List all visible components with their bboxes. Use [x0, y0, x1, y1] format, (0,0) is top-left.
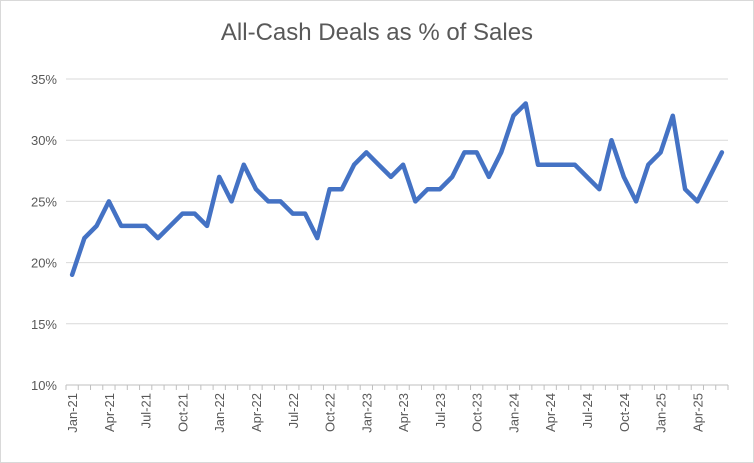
data-point: [242, 163, 246, 167]
x-tick-label: Jul-24: [580, 393, 595, 428]
data-point: [413, 199, 417, 203]
data-point: [230, 199, 234, 203]
data-point: [695, 199, 699, 203]
data-point: [291, 212, 295, 216]
x-tick-label: Jul-21: [139, 393, 154, 428]
x-tick-label: Apr-25: [690, 393, 705, 432]
data-point: [573, 163, 577, 167]
y-tick-label: 35%: [31, 72, 57, 87]
data-point: [315, 236, 319, 240]
data-point: [144, 224, 148, 228]
x-tick-label: Jan-21: [65, 393, 80, 433]
x-tick-label: Apr-22: [249, 393, 264, 432]
y-tick-label: 30%: [31, 133, 57, 148]
data-point: [193, 212, 197, 216]
x-tick-label: Jan-25: [654, 393, 669, 433]
data-point: [438, 187, 442, 191]
data-point: [450, 175, 454, 179]
data-point: [561, 163, 565, 167]
data-point: [683, 187, 687, 191]
data-point: [328, 187, 332, 191]
data-point: [217, 175, 221, 179]
data-point: [622, 175, 626, 179]
tick-labels: 10% 15% 20% 25% 30% 35% Jan-21 Apr-21 Jul-21 Oct-…: [31, 72, 705, 433]
data-point: [377, 163, 381, 167]
data-point: [340, 187, 344, 191]
data-point: [597, 187, 601, 191]
data-point: [389, 175, 393, 179]
data-point: [364, 150, 368, 154]
data-point: [168, 224, 172, 228]
x-tick-label: Oct-24: [617, 393, 632, 432]
data-point: [426, 187, 430, 191]
x-tick-label: Oct-22: [323, 393, 338, 432]
data-point: [352, 163, 356, 167]
x-tick-label: Oct-21: [175, 393, 190, 432]
y-tick-label: 20%: [31, 256, 57, 271]
data-point: [610, 138, 614, 142]
data-point: [131, 224, 135, 228]
data-point: [720, 150, 724, 154]
chart-title: All-Cash Deals as % of Sales: [220, 19, 534, 46]
data-point: [462, 150, 466, 154]
data-point: [646, 163, 650, 167]
data-point: [107, 199, 111, 203]
x-tick-label: Jan-23: [359, 393, 374, 433]
data-point: [119, 224, 123, 228]
x-tick-label: Jul-23: [433, 393, 448, 428]
data-point: [634, 199, 638, 203]
data-point: [585, 175, 589, 179]
x-tick-label: Apr-21: [102, 393, 117, 432]
data-point: [708, 175, 712, 179]
series-line: [69, 101, 725, 278]
y-tick-label: 15%: [31, 317, 57, 332]
x-tick-label: Jan-22: [212, 393, 227, 433]
data-point: [659, 150, 663, 154]
series-layer: [69, 101, 725, 278]
data-point: [82, 236, 86, 240]
data-point: [475, 150, 479, 154]
x-tick-label: Apr-24: [543, 393, 558, 432]
data-point: [254, 187, 258, 191]
data-point: [548, 163, 552, 167]
data-point: [156, 236, 160, 240]
x-tick-label: Apr-23: [396, 393, 411, 432]
data-point: [524, 101, 528, 105]
data-point: [279, 199, 283, 203]
data-point: [95, 224, 99, 228]
y-tick-label: 25%: [31, 194, 57, 209]
gridlines: [66, 78, 728, 325]
data-point: [536, 163, 540, 167]
axes: [65, 384, 729, 390]
data-point: [303, 212, 307, 216]
data-point: [401, 163, 405, 167]
x-tick-label: Oct-23: [470, 393, 485, 432]
data-point: [511, 114, 515, 118]
data-point: [499, 150, 503, 154]
x-tick-label: Jan-24: [506, 393, 521, 433]
data-point: [266, 199, 270, 203]
data-point: [671, 114, 675, 118]
x-tick-label: Jul-22: [286, 393, 301, 428]
data-point: [205, 224, 209, 228]
y-tick-label: 10%: [31, 378, 57, 393]
data-point: [487, 175, 491, 179]
data-point: [70, 273, 74, 277]
data-point: [180, 212, 184, 216]
